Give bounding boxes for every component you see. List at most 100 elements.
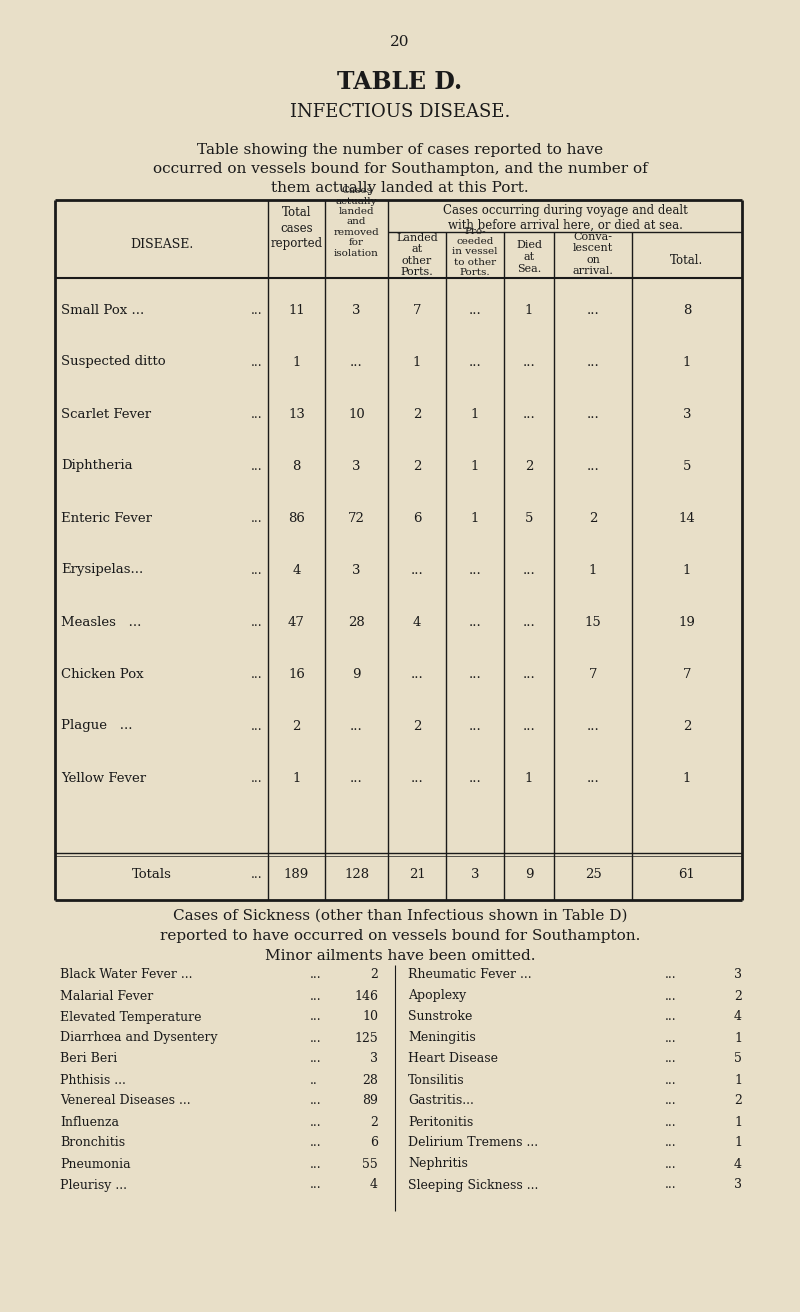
Text: ...: ... [469,668,482,681]
Text: Rheumatic Fever ...: Rheumatic Fever ... [408,968,532,981]
Text: ...: ... [522,615,535,628]
Text: 1: 1 [525,303,533,316]
Text: ...: ... [410,771,423,785]
Text: 2: 2 [683,719,691,732]
Text: Malarial Fever: Malarial Fever [60,989,154,1002]
Text: 3: 3 [470,869,479,882]
Text: Venereal Diseases ...: Venereal Diseases ... [60,1094,190,1107]
Text: ...: ... [469,563,482,576]
Text: Diarrhœa and Dysentery: Diarrhœa and Dysentery [60,1031,218,1044]
Text: INFECTIOUS DISEASE.: INFECTIOUS DISEASE. [290,104,510,121]
Text: Table showing the number of cases reported to have: Table showing the number of cases report… [197,143,603,157]
Text: ...: ... [665,989,677,1002]
Text: Landed
at
other
Ports.: Landed at other Ports. [396,232,438,277]
Text: 2: 2 [413,459,421,472]
Text: ...: ... [310,1115,322,1128]
Text: Erysipelas...: Erysipelas... [61,563,143,576]
Text: 14: 14 [678,512,695,525]
Text: ...: ... [522,356,535,369]
Text: 28: 28 [348,615,365,628]
Text: Minor ailments have been omitted.: Minor ailments have been omitted. [265,949,535,963]
Text: ...: ... [522,719,535,732]
Text: Beri Beri: Beri Beri [60,1052,118,1065]
Text: ...: ... [665,1031,677,1044]
Text: 2: 2 [734,1094,742,1107]
Text: ...: ... [469,719,482,732]
Text: ...: ... [310,968,322,981]
Text: 11: 11 [288,303,305,316]
Text: Pneumonia: Pneumonia [60,1157,130,1170]
Text: ...: ... [665,1136,677,1149]
Text: ..: .. [310,1073,318,1086]
Text: ...: ... [250,408,262,421]
Text: Scarlet Fever: Scarlet Fever [61,408,151,421]
Text: 19: 19 [678,615,695,628]
Text: 2: 2 [370,968,378,981]
Text: 5: 5 [683,459,691,472]
Text: Enteric Fever: Enteric Fever [61,512,152,525]
Text: Yellow Fever: Yellow Fever [61,771,146,785]
Text: Influenza: Influenza [60,1115,119,1128]
Text: ...: ... [310,1031,322,1044]
Text: Heart Disease: Heart Disease [408,1052,498,1065]
Text: ...: ... [250,303,262,316]
Text: 7: 7 [413,303,422,316]
Text: ...: ... [665,1115,677,1128]
Text: ...: ... [250,615,262,628]
Text: ...: ... [665,1157,677,1170]
Text: occurred on vessels bound for Southampton, and the number of: occurred on vessels bound for Southampto… [153,161,647,176]
Text: ...: ... [310,989,322,1002]
Text: 4: 4 [734,1157,742,1170]
Text: 3: 3 [734,968,742,981]
Text: ...: ... [250,512,262,525]
Text: reported to have occurred on vessels bound for Southampton.: reported to have occurred on vessels bou… [160,929,640,943]
Text: Bronchitis: Bronchitis [60,1136,125,1149]
Text: 10: 10 [348,408,365,421]
Text: ...: ... [586,459,599,472]
Text: 1: 1 [683,563,691,576]
Text: ...: ... [665,968,677,981]
Text: ...: ... [310,1094,322,1107]
Text: ...: ... [310,1052,322,1065]
Text: Gastritis...: Gastritis... [408,1094,474,1107]
Text: ...: ... [665,1052,677,1065]
Text: 1: 1 [292,356,301,369]
Text: Delirium Tremens ...: Delirium Tremens ... [408,1136,538,1149]
Text: Conva-
lescent
on
arrival.: Conva- lescent on arrival. [573,232,614,277]
Text: 1: 1 [734,1115,742,1128]
Text: 55: 55 [362,1157,378,1170]
Text: ...: ... [350,771,363,785]
Text: 28: 28 [362,1073,378,1086]
Text: 4: 4 [734,1010,742,1023]
Text: ...: ... [469,356,482,369]
Text: Nephritis: Nephritis [408,1157,468,1170]
Text: 16: 16 [288,668,305,681]
Text: Total
cases
reported: Total cases reported [270,206,322,249]
Text: DISEASE.: DISEASE. [130,239,193,252]
Text: 189: 189 [284,869,309,882]
Text: 3: 3 [682,408,691,421]
Text: Peritonitis: Peritonitis [408,1115,474,1128]
Text: 1: 1 [525,771,533,785]
Text: 1: 1 [292,771,301,785]
Text: 8: 8 [292,459,301,472]
Text: 1: 1 [734,1073,742,1086]
Text: Cases occurring during voyage and dealt
with before arrival here, or died at sea: Cases occurring during voyage and dealt … [442,203,687,232]
Text: 2: 2 [413,408,421,421]
Text: ...: ... [350,719,363,732]
Text: Phthisis ...: Phthisis ... [60,1073,126,1086]
Text: ...: ... [310,1010,322,1023]
Text: Elevated Temperature: Elevated Temperature [60,1010,202,1023]
Text: ...: ... [586,303,599,316]
Text: 1: 1 [471,512,479,525]
Text: Measles   ...: Measles ... [61,615,142,628]
Text: 9: 9 [352,668,361,681]
Text: 1: 1 [471,408,479,421]
Text: Pleurisy ...: Pleurisy ... [60,1178,127,1191]
Text: 3: 3 [352,459,361,472]
Text: 3: 3 [734,1178,742,1191]
Text: ...: ... [586,356,599,369]
Text: 3: 3 [352,563,361,576]
Text: Black Water Fever ...: Black Water Fever ... [60,968,193,981]
Text: 4: 4 [370,1178,378,1191]
